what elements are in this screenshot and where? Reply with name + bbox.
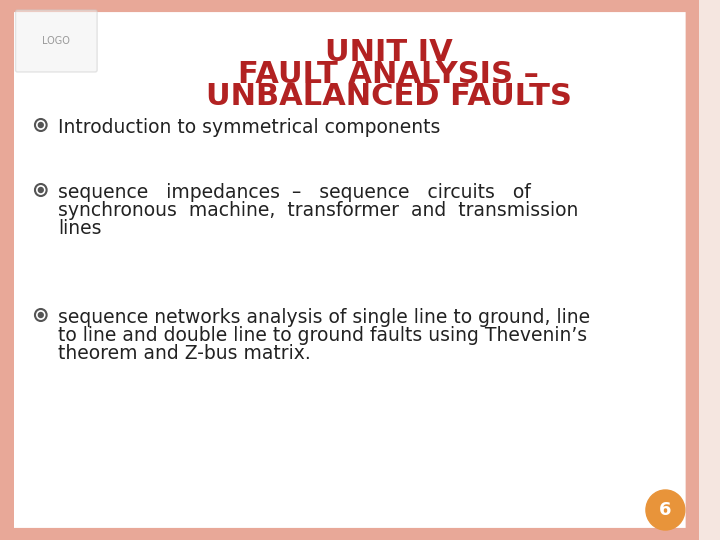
Text: synchronous  machine,  transformer  and  transmission: synchronous machine, transformer and tra… (58, 201, 579, 220)
Text: theorem and Z-bus matrix.: theorem and Z-bus matrix. (58, 344, 311, 363)
Text: UNBALANCED FAULTS: UNBALANCED FAULTS (206, 82, 572, 111)
Bar (0, 0, 14, 540)
Text: lines: lines (58, 219, 102, 238)
Text: 6: 6 (659, 501, 672, 519)
FancyBboxPatch shape (12, 10, 688, 530)
Text: to line and double line to ground faults using Thevenin’s: to line and double line to ground faults… (58, 326, 588, 345)
Text: UNIT IV: UNIT IV (325, 38, 452, 67)
Text: sequence networks analysis of single line to ground, line: sequence networks analysis of single lin… (58, 308, 590, 327)
Circle shape (38, 187, 43, 192)
Circle shape (38, 123, 43, 127)
Circle shape (38, 313, 43, 318)
Text: sequence   impedances  –   sequence   circuits   of: sequence impedances – sequence circuits … (58, 183, 531, 202)
Text: FAULT ANALYSIS –: FAULT ANALYSIS – (238, 60, 539, 89)
FancyBboxPatch shape (16, 10, 97, 72)
Text: Introduction to symmetrical components: Introduction to symmetrical components (58, 118, 441, 137)
Bar (0, 528, 699, 540)
Bar (685, 0, 699, 540)
Text: LOGO: LOGO (42, 36, 71, 46)
Circle shape (646, 490, 685, 530)
Bar (0, 0, 699, 12)
